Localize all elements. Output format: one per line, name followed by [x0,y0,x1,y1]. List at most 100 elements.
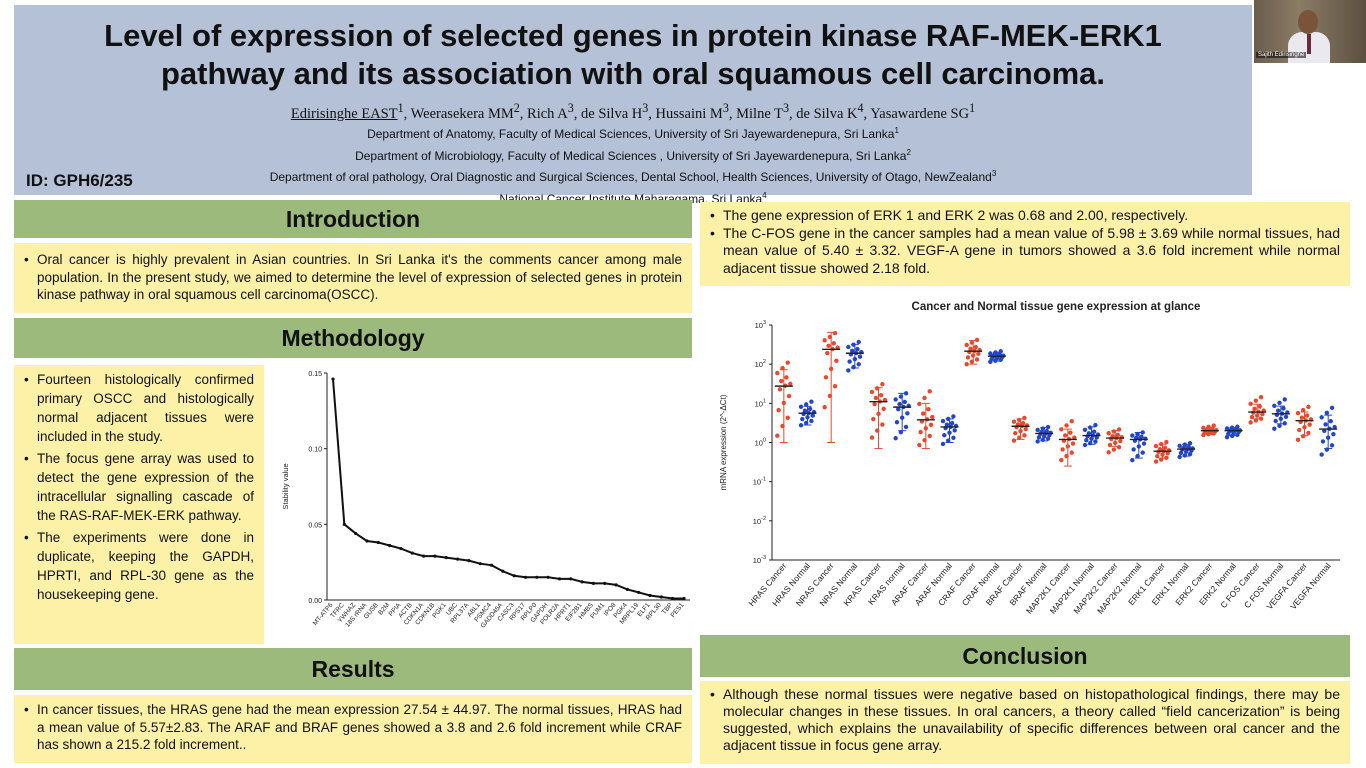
data-point [1301,407,1306,413]
data-point [998,349,1003,354]
affiliation-number: 3 [991,169,997,178]
data-point [1022,415,1027,421]
stability-point [444,556,448,560]
data-point [1017,417,1022,423]
stability-point [603,581,607,585]
data-point [1060,447,1065,452]
author-name: Rich A [527,105,568,122]
affiliation-number: 4 [762,190,767,200]
introduction-bullets: Oral cancer is highly prevalent in Asian… [24,251,682,304]
data-point [1070,441,1076,446]
author-name: de Silva K [796,105,858,122]
conclusion-box: Although these normal tissues were negat… [700,681,1350,764]
data-point [1022,433,1027,438]
participant-head-image [1298,10,1318,34]
data-point [942,432,947,438]
stability-point [659,595,663,599]
data-point [1319,452,1324,457]
data-point [1106,431,1111,436]
data-point [780,365,785,371]
data-point [1248,420,1253,425]
data-point [947,430,952,435]
data-point [899,415,905,420]
y-tick-base: 10 [755,399,763,408]
data-point [1017,435,1022,440]
data-point [788,381,793,387]
data-point [1248,401,1253,406]
data-point [846,368,851,373]
data-point [893,436,898,441]
data-point [1082,442,1088,448]
y-axis-title: mRNA expression (2^-ΔCt) [719,394,728,490]
stability-point [557,577,562,581]
data-point [1136,444,1142,449]
data-point [1119,435,1124,440]
author-affiliation-number: 4 [857,101,864,115]
data-point [944,422,950,427]
y-tick-base: 10 [755,439,763,448]
data-point [869,389,875,395]
introduction-heading: Introduction [14,200,692,238]
data-point [1253,418,1259,423]
data-point [1020,420,1026,426]
data-point [1206,424,1211,430]
data-point [1140,430,1145,435]
data-point [1302,424,1307,430]
data-point [1059,457,1064,463]
y-tick-exponent: -2 [761,516,766,522]
data-point [951,414,956,419]
poster-title-line2: pathway and its association with oral sq… [160,56,1106,91]
stability-point [682,596,686,601]
data-point [1111,429,1117,434]
bullet-item: The experiments were done in duplicate, … [24,528,254,604]
data-point [1045,424,1051,430]
stability-point [546,575,550,579]
stability-point [331,377,335,381]
data-point [1164,439,1169,445]
stability-point [591,581,596,585]
data-point [1045,436,1051,441]
data-point [1306,404,1311,410]
affiliation-line: Department of Microbiology, Faculty of M… [14,144,1252,166]
y-tick-label: 10-1 [753,477,766,487]
data-point [1130,457,1135,463]
data-point [1331,431,1336,437]
data-point [784,375,789,380]
data-point [940,418,946,424]
y-tick-base: 10 [755,360,763,369]
data-point [785,360,790,365]
data-point [1089,436,1094,441]
author-affiliation-number: 2 [513,101,520,115]
y-tick-label: 10-3 [753,555,766,565]
y-tick-label: 0.10 [308,447,322,454]
data-point [1299,415,1305,420]
participant-video-tile[interactable]: Sajith Edirisinghe [1254,0,1366,63]
data-point [779,378,784,384]
data-point [898,429,904,435]
data-point [1277,400,1282,405]
data-point [918,429,923,435]
data-point [928,422,934,428]
data-point [1140,450,1145,455]
data-point [1277,423,1282,428]
data-point [1162,445,1168,450]
data-point [804,420,809,426]
affiliation-number: 1 [894,126,899,135]
y-tick-exponent: -1 [761,477,766,483]
data-point [1329,443,1335,448]
data-point [826,343,831,348]
bullet-item: The focus gene array was used to detect … [24,449,254,525]
data-point [1224,434,1230,440]
author-affiliation-number: 1 [969,101,976,115]
data-point [1301,433,1306,439]
data-point [1153,459,1159,464]
data-point [1295,437,1301,443]
poster-title-line1: Level of expression of selected genes in… [104,18,1162,53]
methodology-heading: Methodology [14,318,692,358]
data-point [832,384,838,389]
y-tick-label: 10-2 [753,516,766,526]
expression-chart-title: Cancer and Normal tissue gene expression… [912,301,1201,313]
data-point [1177,443,1182,449]
data-point [952,428,957,433]
data-point [1157,447,1163,452]
